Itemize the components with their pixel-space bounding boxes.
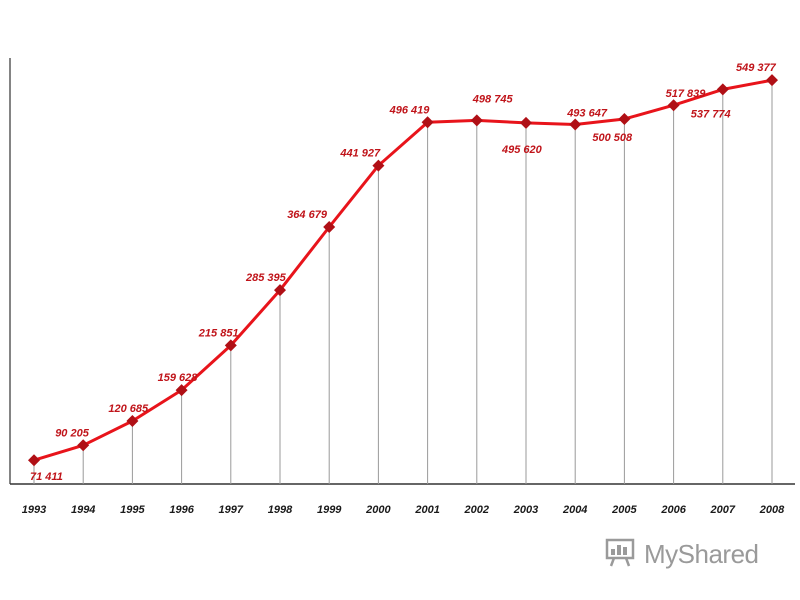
data-point-marker <box>766 74 778 87</box>
data-label: 495 620 <box>501 144 543 156</box>
data-label: 215 851 <box>198 327 239 339</box>
data-point-marker <box>126 415 139 428</box>
presentation-board-icon <box>604 535 638 574</box>
series-line <box>33 78 773 462</box>
data-point-marker <box>520 116 532 129</box>
data-point-marker <box>372 159 385 172</box>
series-polyline <box>33 78 773 462</box>
data-label: 159 628 <box>158 372 199 384</box>
data-markers <box>28 74 778 467</box>
x-tick-label: 2006 <box>660 504 686 516</box>
data-point-marker <box>323 221 336 234</box>
x-tick-label: 1998 <box>268 504 293 516</box>
x-tick-label: 2004 <box>562 504 587 516</box>
data-point-marker <box>667 99 680 112</box>
data-label: 500 508 <box>592 132 633 144</box>
x-tick-label: 2000 <box>365 504 391 516</box>
x-tick-label: 1999 <box>317 504 342 516</box>
data-point-marker <box>470 114 483 127</box>
x-tick-labels: 1993 1994 1995 1996 1997 1998 1999 2000 2001 2002… <box>22 504 785 516</box>
data-point-marker <box>421 116 434 129</box>
x-tick-label: 1997 <box>219 504 244 516</box>
data-point-marker <box>569 118 582 131</box>
data-label: 285 395 <box>245 272 287 284</box>
data-point-marker <box>224 339 237 352</box>
watermark: MyShared <box>604 535 759 574</box>
x-tick-label: 1995 <box>120 504 145 516</box>
data-label: 120 685 <box>108 403 149 415</box>
chart-axes <box>9 58 795 485</box>
x-tick-label: 2005 <box>611 504 637 516</box>
data-point-marker <box>175 384 188 397</box>
data-point-marker <box>716 83 729 96</box>
x-tick-label: 2007 <box>710 504 736 516</box>
data-label: 496 419 <box>389 104 431 116</box>
data-point-marker <box>77 439 90 452</box>
drop-lines <box>33 80 773 484</box>
data-label: 71 411 <box>30 471 63 483</box>
data-labels: 71 411 90 205 120 685 159 628 215 851 285 395… <box>30 62 777 483</box>
data-point-marker <box>618 113 631 126</box>
x-tick-label: 1993 <box>22 504 46 516</box>
watermark-text: MyShared <box>644 539 759 569</box>
data-label: 498 745 <box>472 93 514 105</box>
x-tick-label: 1994 <box>71 504 95 516</box>
data-label: 537 774 <box>691 108 731 120</box>
x-tick-label: 2003 <box>513 504 538 516</box>
x-tick-label: 1996 <box>169 504 194 516</box>
data-label: 517 839 <box>666 88 707 100</box>
x-tick-label: 2002 <box>464 504 489 516</box>
data-label: 549 377 <box>736 62 777 74</box>
x-tick-label: 2001 <box>414 504 439 516</box>
data-point-marker <box>274 284 286 297</box>
x-tick-label: 2008 <box>759 504 785 516</box>
data-label: 493 647 <box>566 108 608 120</box>
data-point-marker <box>28 454 40 467</box>
data-label: 90 205 <box>55 427 90 439</box>
data-label: 441 927 <box>339 148 381 160</box>
data-label: 364 679 <box>287 209 328 221</box>
